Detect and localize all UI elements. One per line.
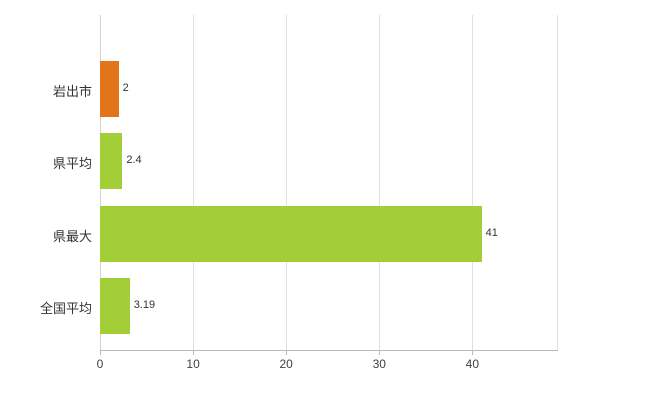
chart-row: 全国平均 3.19 [40, 277, 558, 334]
x-tick-mark [379, 350, 381, 355]
category-label: 県平均 [52, 156, 92, 172]
bar [100, 133, 123, 190]
x-tick-label: 0 [96, 357, 104, 371]
chart-row: 県最大 41 [53, 205, 558, 262]
gridline [472, 15, 474, 350]
gridline [286, 15, 288, 350]
value-label: 2 [122, 82, 129, 95]
value-label: 2.4 [126, 154, 142, 167]
value-label: 3.19 [133, 298, 156, 311]
plot-area: 0 10 20 30 40 岩出市 2 県平均 2.4 県最大 41 全国平均 3.19 [40, 15, 558, 371]
x-tick-label: 40 [465, 357, 480, 371]
bar [100, 205, 482, 262]
x-tick-label: 30 [372, 357, 386, 371]
x-tick-label: 20 [279, 357, 293, 371]
gridline [193, 15, 195, 350]
x-tick-mark [472, 350, 474, 355]
x-tick-mark [193, 350, 195, 355]
x-tick-mark [286, 350, 288, 355]
chart-row: 県平均 2.4 [53, 133, 558, 190]
plot-right-border [557, 15, 558, 350]
chart-row: 岩出市 2 [53, 61, 558, 118]
category-label: 岩出市 [52, 84, 92, 100]
bar [100, 277, 130, 334]
gridline [379, 15, 381, 350]
bar [100, 61, 119, 118]
x-tick-mark [100, 350, 101, 355]
value-label: 41 [485, 226, 498, 239]
category-label: 県最大 [52, 228, 92, 244]
category-label: 全国平均 [39, 300, 92, 316]
x-tick-label: 10 [186, 357, 200, 371]
